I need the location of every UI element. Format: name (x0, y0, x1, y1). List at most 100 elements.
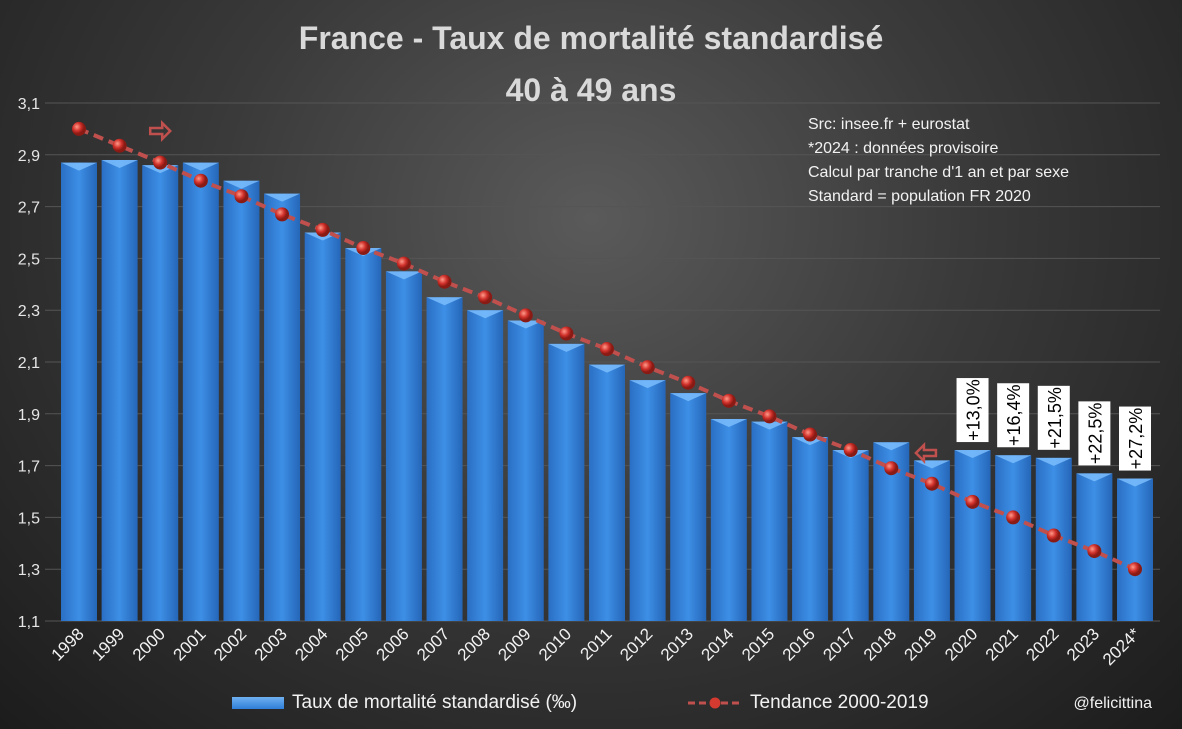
x-tick-label: 2016 (779, 624, 819, 664)
trend-point (721, 393, 736, 408)
x-tick-label: 2007 (413, 624, 453, 664)
bar-cap (1076, 473, 1113, 482)
bar (995, 455, 1032, 621)
trend-point (600, 342, 614, 357)
legend-item-bars: Taux de mortalité standardisé (‰) (232, 692, 577, 714)
chart-subtitle: 40 à 49 ans (505, 72, 677, 108)
trend-point (843, 443, 858, 458)
bar-cap (751, 421, 788, 430)
trend-point (1087, 544, 1102, 559)
bar-cap (1035, 457, 1072, 466)
bar-cap (426, 297, 463, 306)
bar (426, 297, 463, 621)
trend-point (640, 360, 655, 375)
x-tick-label: 2011 (577, 624, 616, 663)
trend-point (965, 494, 980, 509)
trend-point (762, 409, 777, 424)
arrow-left-icon (914, 441, 938, 465)
bar (264, 193, 301, 621)
trend-point (478, 290, 493, 305)
x-tick-label: 2009 (494, 624, 534, 664)
bar (61, 162, 97, 621)
y-tick-label: 1,5 (18, 510, 40, 527)
trend-point (681, 375, 696, 390)
bar-cap (995, 455, 1032, 464)
bar-cap (1117, 478, 1153, 487)
trend-point (112, 138, 127, 153)
y-tick-label: 2,1 (18, 355, 40, 372)
bar-cap (548, 343, 585, 352)
trend-point (234, 189, 249, 204)
note-line: Src: insee.fr + eurostat (808, 116, 970, 133)
bar (751, 421, 788, 621)
x-tick-label: 2022 (1022, 624, 1062, 664)
x-tick-label: 1999 (88, 624, 128, 664)
annotation-box (997, 383, 1030, 448)
legend-label: Taux de mortalité standardisé (‰) (292, 692, 578, 713)
bar-cap (101, 159, 138, 168)
trend-point (1046, 528, 1061, 543)
annotation-box (1078, 401, 1111, 466)
x-tick-label: 2017 (819, 624, 859, 664)
arrow-right-icon (148, 119, 172, 143)
x-tick-label: 1998 (48, 624, 88, 664)
x-tick-label: 2008 (454, 624, 494, 664)
bar (304, 232, 341, 621)
bar-cap (507, 320, 544, 329)
y-tick-label: 2,3 (18, 303, 40, 320)
x-tick-label: 2010 (535, 624, 575, 664)
x-tick-label: 2024* (1099, 624, 1144, 669)
source-notes: Src: insee.fr + eurostat *2024 : données… (808, 113, 1069, 209)
bar (589, 364, 625, 621)
trend-point (437, 274, 452, 289)
bar-cap (182, 162, 219, 171)
legend-label: Tendance 2000-2019 (750, 692, 929, 713)
x-tick-label: 2020 (941, 624, 981, 664)
bar-cap (467, 310, 504, 319)
trend-point (803, 427, 818, 442)
annotation-box (1037, 385, 1070, 450)
bar (345, 248, 382, 622)
trend-point (275, 207, 290, 222)
note-line: Calcul par tranche d'1 an et par sexe (808, 164, 1069, 181)
legend-bar-swatch (232, 697, 284, 709)
trend-point (153, 155, 168, 170)
bar (101, 159, 138, 622)
bar (142, 165, 179, 621)
y-tick-label: 3,1 (18, 96, 40, 113)
bar-cap (710, 418, 747, 427)
trend-point (1128, 562, 1142, 577)
trend-point (396, 256, 411, 271)
y-tick-label: 1,9 (18, 407, 40, 424)
note-line: *2024 : données provisoire (808, 140, 999, 157)
x-tick-label: 2001 (169, 624, 209, 664)
bar-cap (954, 450, 991, 459)
x-tick-label: 2000 (129, 624, 169, 664)
trend-point (315, 222, 330, 237)
x-tick-label: 2003 (251, 624, 291, 664)
x-tick-label: 2004 (291, 624, 331, 664)
trend-point (559, 326, 574, 341)
bar (385, 271, 422, 621)
trend-point (72, 121, 86, 136)
x-tick-label: 2023 (1063, 624, 1103, 664)
trend-point (1006, 510, 1021, 525)
bar-cap (670, 393, 707, 402)
annotation-box (956, 378, 989, 443)
x-tick-label: 2013 (657, 624, 697, 664)
x-tick-label: 2006 (373, 624, 413, 664)
x-tick-label: 2012 (616, 624, 656, 664)
bar (223, 180, 260, 621)
trend-point (193, 173, 208, 188)
legend-item-trend: Tendance 2000-2019 (686, 692, 929, 714)
bar (832, 450, 869, 621)
trend-point (518, 308, 533, 323)
bar (1117, 478, 1153, 621)
legend-line-swatch (688, 697, 742, 709)
y-tick-label: 1,7 (18, 459, 40, 476)
trend-line (78, 127, 1136, 572)
y-tick-label: 2,5 (18, 251, 40, 268)
y-tick-label: 1,3 (18, 562, 40, 579)
